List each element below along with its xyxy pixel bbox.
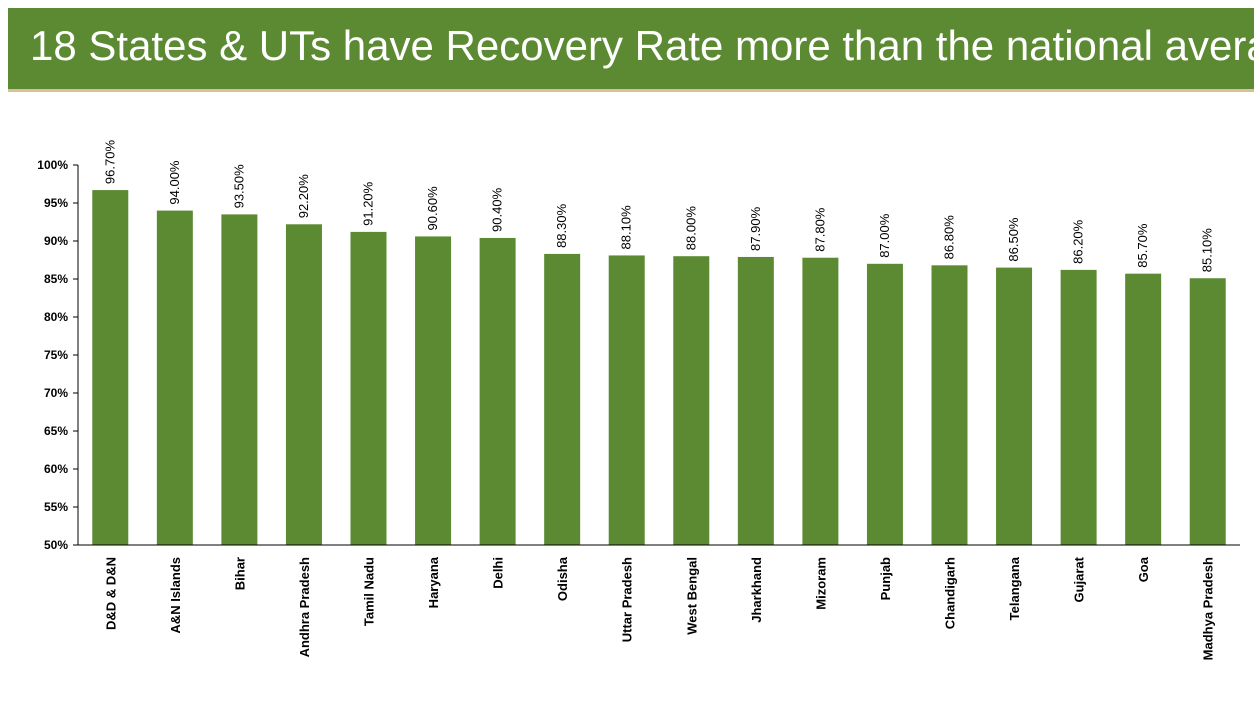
bar: [285, 224, 322, 545]
bar: [415, 236, 452, 545]
data-label: 86.20%: [1071, 219, 1086, 264]
x-tick-label: D&D & D&N: [103, 557, 118, 630]
bar: [737, 256, 774, 545]
x-tick-label: Odisha: [555, 556, 570, 601]
bar: [866, 263, 903, 545]
bar: [479, 237, 516, 545]
bar: [1189, 278, 1226, 545]
title-banner: 18 States & UTs have Recovery Rate more …: [8, 8, 1254, 92]
y-tick-label: 60%: [44, 462, 68, 476]
data-label: 92.20%: [296, 174, 311, 219]
data-label: 86.50%: [1006, 217, 1021, 262]
bars: 96.70% 94.00% 93.50% 92.20% 91.20% 90.60% 90.4…: [92, 140, 1226, 546]
x-tick-label: Madhya Pradesh: [1201, 557, 1216, 660]
data-label: 90.60%: [425, 186, 440, 231]
y-tick-label: 80%: [44, 310, 68, 324]
x-tick-label: Gujarat: [1072, 556, 1087, 602]
x-tick-label: Chandigarh: [943, 557, 958, 629]
y-tick-label: 75%: [44, 348, 68, 362]
bar: [608, 255, 645, 545]
bar: [544, 253, 581, 546]
bar: [350, 231, 387, 545]
data-label: 94.00%: [167, 160, 182, 205]
x-tick-label: Telangana: [1007, 556, 1022, 620]
bar: [156, 210, 193, 545]
data-label: 85.10%: [1200, 228, 1215, 273]
x-tick-label: Haryana: [426, 556, 441, 608]
data-label: 85.70%: [1135, 223, 1150, 268]
page-title: 18 States & UTs have Recovery Rate more …: [30, 22, 1254, 69]
y-tick-label: 50%: [44, 538, 68, 552]
x-tick-label: Andhra Pradesh: [297, 557, 312, 657]
bar: [802, 257, 839, 545]
x-tick-label: A&N Islands: [168, 557, 183, 634]
x-tick-label: Uttar Pradesh: [620, 557, 635, 642]
y-axis: 50% 55% 60% 65% 70% 75% 80% 85% 90% 95% 100%: [37, 158, 79, 552]
y-tick-label: 100%: [37, 158, 68, 172]
y-tick-label: 85%: [44, 272, 68, 286]
bar: [1125, 273, 1162, 545]
x-tick-label: Punjab: [878, 557, 893, 600]
data-label: 88.10%: [619, 205, 634, 250]
x-tick-label: Bihar: [232, 557, 247, 590]
data-label: 90.40%: [490, 187, 505, 232]
x-tick-label: Goa: [1136, 556, 1151, 582]
x-tick-label: Jharkhand: [749, 557, 764, 623]
y-tick-label: 90%: [44, 234, 68, 248]
bar: [1060, 269, 1097, 545]
data-label: 86.80%: [942, 215, 957, 260]
x-tick-label: West Bengal: [684, 557, 699, 635]
data-label: 88.00%: [683, 206, 698, 251]
y-tick-label: 65%: [44, 424, 68, 438]
x-tick-label: Mizoram: [813, 557, 828, 610]
bar: [673, 256, 710, 545]
x-tick-label: Delhi: [491, 557, 506, 589]
x-tick-label: Tamil Nadu: [362, 557, 377, 626]
data-label: 88.30%: [554, 203, 569, 248]
bar: [92, 190, 129, 545]
x-axis: D&D & D&N A&N Islands Bihar Andhra Pradesh T…: [78, 544, 1240, 660]
bar: [221, 214, 258, 545]
data-label: 91.20%: [361, 181, 376, 226]
data-label: 87.90%: [748, 206, 763, 251]
data-label: 87.80%: [812, 207, 827, 252]
data-label: 96.70%: [102, 140, 117, 185]
bar: [996, 267, 1033, 545]
y-tick-label: 55%: [44, 500, 68, 514]
y-tick-label: 95%: [44, 196, 68, 210]
data-label: 93.50%: [231, 164, 246, 209]
bar: [931, 265, 968, 545]
data-label: 87.00%: [877, 213, 892, 258]
y-tick-label: 70%: [44, 386, 68, 400]
